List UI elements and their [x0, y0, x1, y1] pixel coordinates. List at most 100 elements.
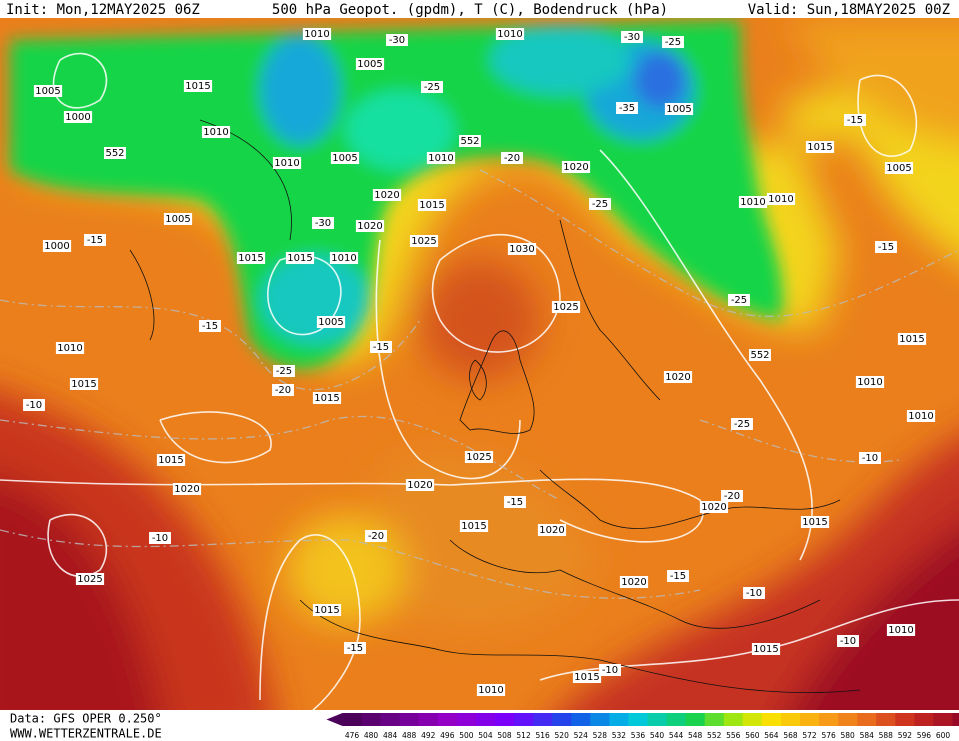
label-box — [800, 516, 830, 528]
colorbar-label: 588 — [879, 731, 894, 740]
colorbar-swatch — [571, 713, 591, 726]
colorbar-label: 512 — [516, 731, 531, 740]
label-box — [699, 501, 729, 513]
colorbar-swatch — [494, 713, 515, 726]
label-box — [409, 235, 439, 247]
label-box — [721, 490, 743, 502]
label-box — [312, 217, 334, 229]
pressure-label: 1015 — [287, 253, 312, 264]
pressure-label: -25 — [734, 419, 750, 430]
colorbar-label: 496 — [440, 731, 455, 740]
colorbar-swatch — [876, 713, 896, 726]
label-box — [749, 349, 771, 361]
colorbar-label: 544 — [669, 731, 684, 740]
label-box — [459, 520, 489, 532]
pressure-label: -35 — [619, 103, 635, 114]
colorbar-swatch — [819, 713, 839, 726]
pressure-label: 1020 — [701, 502, 726, 513]
pressure-label: 1025 — [466, 452, 491, 463]
label-box — [329, 252, 359, 264]
pressure-label: -25 — [592, 199, 608, 210]
pressure-label: 1020 — [621, 577, 646, 588]
pressure-label: 552 — [750, 350, 769, 361]
pressure-label: -15 — [347, 643, 363, 654]
colorbar-label: 572 — [802, 731, 817, 740]
pressure-label: 1010 — [331, 253, 356, 264]
pressure-label: 1020 — [563, 162, 588, 173]
colorbar-label: 492 — [421, 731, 436, 740]
colorbar-swatch — [952, 713, 959, 726]
pressure-label: -10 — [602, 665, 618, 676]
label-box — [464, 451, 494, 463]
label-box — [163, 213, 193, 225]
label-box — [561, 161, 591, 173]
label-box — [199, 320, 221, 332]
pressure-label: 1005 — [35, 86, 60, 97]
label-box — [476, 684, 506, 696]
pressure-label: 1015 — [419, 200, 444, 211]
pressure-label: 1015 — [158, 455, 183, 466]
colorbar-swatch — [437, 713, 458, 726]
colorbar-label: 524 — [574, 731, 589, 740]
pressure-label: -30 — [389, 35, 405, 46]
colorbar-label: 564 — [764, 731, 779, 740]
pressure-label: 552 — [460, 136, 479, 147]
label-box — [599, 664, 621, 676]
colorbar-swatch — [533, 713, 553, 726]
colorbar-swatch — [685, 713, 706, 726]
label-box — [859, 452, 881, 464]
colorbar-label: 576 — [821, 731, 836, 740]
label-box — [75, 573, 105, 585]
pressure-label: 1020 — [665, 372, 690, 383]
colorbar-label: 484 — [383, 731, 398, 740]
label-box — [312, 392, 342, 404]
pressure-label: -15 — [670, 571, 686, 582]
colorbar-label: 592 — [898, 731, 913, 740]
pressure-label: -25 — [731, 295, 747, 306]
label-box — [386, 34, 408, 46]
label-box — [619, 576, 649, 588]
pressure-label: -20 — [724, 491, 740, 502]
pressure-label: 1025 — [77, 574, 102, 585]
label-box — [370, 341, 392, 353]
label-box — [616, 102, 638, 114]
colorbar-swatch — [647, 713, 668, 726]
colorbar-swatch — [933, 713, 954, 726]
label-box — [104, 147, 126, 159]
pressure-label: 1015 — [899, 334, 924, 345]
colorbar-swatch — [761, 713, 782, 726]
label-box — [886, 624, 916, 636]
pressure-label: -15 — [878, 242, 894, 253]
colorbar-arrow-left — [326, 713, 343, 726]
colorbar-label: 536 — [631, 731, 646, 740]
pressure-label: -15 — [87, 235, 103, 246]
colorbar-swatch — [475, 713, 496, 726]
pressure-label: 1005 — [332, 153, 357, 164]
label-box — [172, 483, 202, 495]
label-box — [417, 199, 447, 211]
colorbar-swatch — [800, 713, 820, 726]
pressure-label: 1005 — [357, 59, 382, 70]
colorbar-swatch — [380, 713, 401, 726]
label-box — [884, 162, 914, 174]
pressure-label: -10 — [840, 636, 856, 647]
label-box — [551, 301, 581, 313]
colorbar-label: 556 — [726, 731, 741, 740]
label-box — [589, 198, 611, 210]
colorbar-label: 520 — [555, 731, 570, 740]
pressure-label: 1005 — [886, 163, 911, 174]
colorbar: 476 480 484 488 492 496 500 504 508 512 516 520 524 5… — [326, 713, 959, 740]
pressure-label: 1020 — [174, 484, 199, 495]
pressure-label: -10 — [862, 453, 878, 464]
pressure-label: -25 — [276, 366, 292, 377]
colorbar-label: 500 — [459, 731, 474, 740]
pressure-label: 1015 — [314, 393, 339, 404]
pressure-label: 1015 — [807, 142, 832, 153]
valid-time: Valid: Sun,18MAY2025 00Z — [748, 2, 950, 18]
label-box — [906, 410, 936, 422]
pressure-label: -15 — [202, 321, 218, 332]
label-box — [23, 399, 45, 411]
